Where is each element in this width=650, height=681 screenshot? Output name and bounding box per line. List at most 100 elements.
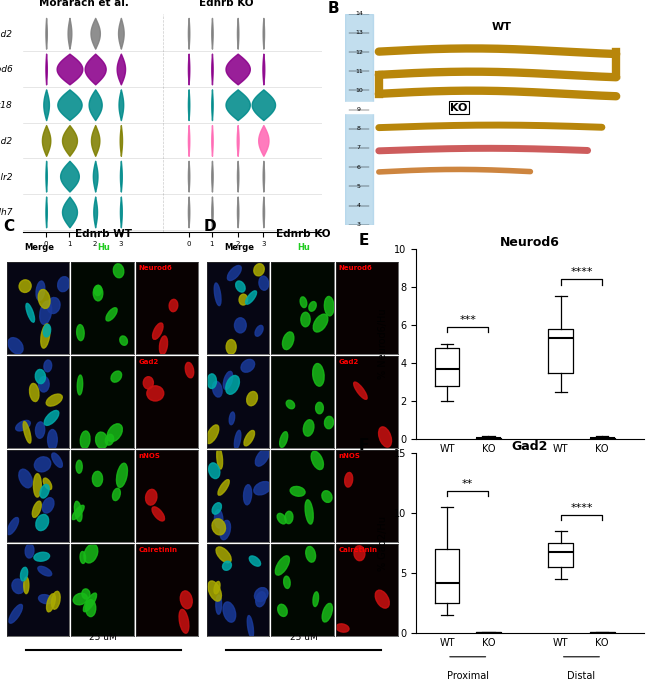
Text: E: E: [359, 234, 369, 249]
Ellipse shape: [116, 463, 127, 488]
Text: nNOS: nNOS: [138, 453, 160, 458]
Ellipse shape: [207, 374, 216, 388]
Text: Neurod6: Neurod6: [138, 265, 172, 270]
Ellipse shape: [120, 336, 127, 345]
Ellipse shape: [94, 285, 101, 296]
Ellipse shape: [86, 599, 96, 616]
Ellipse shape: [82, 589, 90, 599]
Text: B: B: [328, 1, 339, 16]
Ellipse shape: [107, 424, 122, 442]
Ellipse shape: [38, 567, 51, 576]
Text: WT: WT: [492, 22, 512, 32]
Ellipse shape: [249, 556, 261, 566]
Text: 13: 13: [355, 31, 363, 35]
Ellipse shape: [77, 325, 85, 340]
Ellipse shape: [80, 552, 86, 563]
Ellipse shape: [313, 592, 318, 607]
Ellipse shape: [113, 264, 124, 278]
Text: Merge: Merge: [24, 243, 54, 252]
Ellipse shape: [214, 582, 220, 594]
Ellipse shape: [227, 266, 241, 281]
Ellipse shape: [255, 449, 269, 466]
Ellipse shape: [35, 369, 46, 383]
Ellipse shape: [283, 576, 290, 588]
Text: Merge: Merge: [224, 243, 254, 252]
Text: F: F: [359, 439, 369, 454]
Ellipse shape: [241, 360, 255, 373]
Ellipse shape: [313, 364, 324, 386]
Ellipse shape: [324, 296, 334, 316]
Ellipse shape: [259, 276, 268, 290]
Ellipse shape: [378, 427, 391, 447]
Ellipse shape: [44, 411, 59, 426]
Ellipse shape: [254, 588, 268, 601]
Ellipse shape: [147, 386, 164, 401]
Ellipse shape: [52, 453, 62, 467]
Ellipse shape: [213, 381, 222, 397]
Ellipse shape: [236, 281, 245, 292]
Text: Hu: Hu: [97, 243, 110, 252]
Ellipse shape: [146, 490, 157, 505]
Ellipse shape: [36, 422, 45, 439]
Ellipse shape: [36, 514, 49, 530]
Ellipse shape: [81, 431, 90, 449]
Ellipse shape: [74, 501, 82, 522]
Text: Merge: Merge: [24, 243, 54, 252]
Text: Distal: Distal: [567, 479, 595, 489]
Text: Gad2: Gad2: [138, 359, 159, 364]
Ellipse shape: [72, 505, 84, 520]
Ellipse shape: [143, 377, 153, 389]
Ellipse shape: [255, 326, 263, 336]
Text: ****: ****: [570, 267, 593, 277]
Ellipse shape: [16, 420, 31, 431]
Ellipse shape: [8, 338, 23, 354]
Text: 7: 7: [357, 146, 361, 151]
Ellipse shape: [224, 371, 233, 390]
Ellipse shape: [208, 581, 222, 601]
Text: ***: ***: [460, 315, 476, 325]
Title: Gad2: Gad2: [512, 440, 548, 453]
Ellipse shape: [212, 503, 222, 514]
Ellipse shape: [34, 457, 51, 472]
Ellipse shape: [42, 498, 54, 513]
Ellipse shape: [47, 430, 57, 450]
Ellipse shape: [375, 590, 389, 608]
Ellipse shape: [40, 301, 51, 324]
Ellipse shape: [254, 481, 271, 495]
Ellipse shape: [222, 561, 231, 570]
Ellipse shape: [354, 545, 365, 560]
Text: 25 uM: 25 uM: [90, 633, 117, 642]
Ellipse shape: [311, 452, 324, 470]
Ellipse shape: [209, 463, 220, 479]
Text: 6: 6: [357, 165, 361, 170]
Title: Neurod6: Neurod6: [500, 236, 560, 249]
Ellipse shape: [255, 592, 266, 607]
Ellipse shape: [313, 314, 328, 332]
Text: ****: ****: [570, 503, 593, 513]
Ellipse shape: [23, 577, 29, 594]
Ellipse shape: [244, 485, 252, 505]
Ellipse shape: [322, 603, 332, 622]
Ellipse shape: [33, 474, 42, 497]
Ellipse shape: [214, 283, 221, 306]
Ellipse shape: [235, 430, 241, 449]
Ellipse shape: [9, 604, 23, 623]
Ellipse shape: [44, 324, 51, 337]
Text: 4: 4: [357, 203, 361, 208]
Ellipse shape: [254, 264, 265, 276]
Ellipse shape: [226, 340, 236, 354]
Ellipse shape: [46, 394, 62, 406]
Ellipse shape: [32, 501, 41, 518]
Ellipse shape: [47, 594, 55, 612]
Ellipse shape: [344, 473, 353, 487]
Ellipse shape: [38, 289, 50, 308]
Text: 25 uM: 25 uM: [290, 633, 317, 642]
Ellipse shape: [278, 604, 287, 616]
Ellipse shape: [216, 595, 222, 614]
Ellipse shape: [92, 471, 103, 486]
Text: 3: 3: [357, 222, 361, 227]
Ellipse shape: [315, 402, 323, 414]
Ellipse shape: [276, 556, 289, 575]
Ellipse shape: [19, 469, 32, 488]
Ellipse shape: [159, 336, 168, 355]
